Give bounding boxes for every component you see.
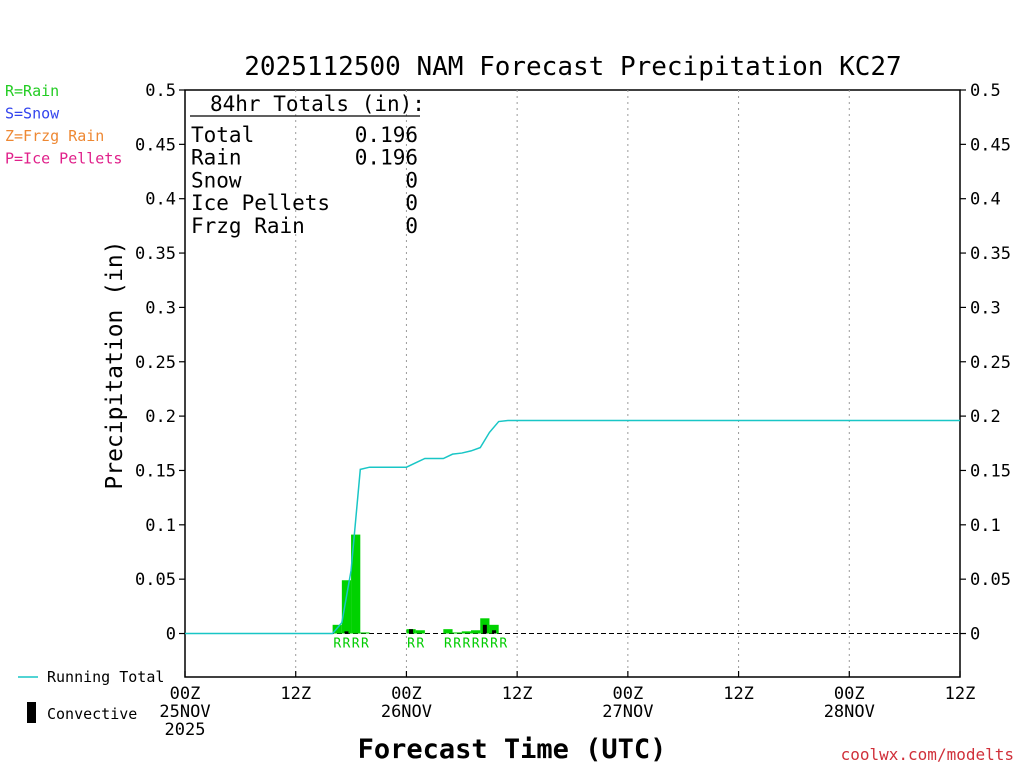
precip-bar — [461, 631, 472, 634]
x-tick-label: 12Z — [280, 684, 311, 704]
y-tick-label-left: 0.35 — [135, 244, 176, 264]
y-tick-label-left: 0.4 — [145, 190, 176, 210]
y-tick-label-right: 0.2 — [970, 407, 1001, 427]
convective-bar — [482, 624, 487, 634]
ptype-label: R — [416, 637, 424, 652]
x-tick-label: 2025 — [165, 720, 206, 740]
totals-row-value: 0 — [405, 214, 418, 238]
y-tick-label-left: 0.1 — [145, 516, 176, 536]
y-tick-label-right: 0.05 — [970, 570, 1011, 590]
totals-row-value: 0 — [405, 191, 418, 215]
totals-row-value: 0.196 — [355, 123, 418, 147]
ptype-label: R — [444, 637, 452, 652]
y-tick-label-right: 0 — [970, 625, 980, 645]
x-tick-label: 00Z — [834, 684, 865, 704]
bottom-legend: Running Total Convective — [18, 668, 164, 723]
ptype-label: R — [490, 637, 498, 652]
chart-title: 2025112500 NAM Forecast Precipitation KC… — [244, 52, 901, 82]
ptype-label: R — [499, 637, 507, 652]
precip-bar — [471, 630, 481, 634]
precip-bar — [341, 580, 352, 634]
x-tick-label: 00Z — [391, 684, 422, 704]
credit-text: coolwx.com/modelts — [841, 745, 1014, 764]
ptype-label: R — [462, 637, 470, 652]
x-tick-label: 12Z — [723, 684, 754, 704]
precip-bar — [360, 632, 370, 634]
y-tick-label-left: 0.05 — [135, 570, 176, 590]
y-tick-label-right: 0.4 — [970, 190, 1001, 210]
x-tick-label: 12Z — [502, 684, 533, 704]
y-tick-label-right: 0.3 — [970, 298, 1001, 318]
x-tick-label: 12Z — [945, 684, 976, 704]
x-axis-label: Forecast Time (UTC) — [358, 734, 667, 765]
precip-bar — [489, 624, 499, 634]
y-tick-label-right: 0.1 — [970, 516, 1001, 536]
ptype-label: R — [361, 637, 369, 652]
ptype-legend-item: P=Ice Pellets — [5, 150, 122, 168]
ptype-legend-item: Z=Frzg Rain — [5, 127, 104, 145]
y-tick-label-right: 0.45 — [970, 135, 1011, 155]
totals-row-label: Total — [191, 123, 254, 147]
x-tick-label: 26NOV — [381, 702, 432, 722]
x-tick-label: 27NOV — [602, 702, 653, 722]
ptype-label: R — [333, 637, 341, 652]
totals-row-label: Frzg Rain — [191, 214, 305, 238]
x-tick-label: 00Z — [612, 684, 643, 704]
totals-row-label: Ice Pellets — [191, 191, 330, 215]
convective-bar — [492, 630, 497, 634]
convective-bars — [344, 624, 497, 634]
running-total-legend-label: Running Total — [47, 668, 164, 686]
x-tick-label: 25NOV — [159, 702, 210, 722]
convective-bar — [344, 631, 349, 634]
y-tick-label-left: 0.2 — [145, 407, 176, 427]
y-tick-label-right: 0.15 — [970, 461, 1011, 481]
ptype-legend-item: R=Rain — [5, 82, 59, 100]
y-axis-label: Precipitation (in) — [102, 240, 128, 489]
y-tick-label-left: 0 — [166, 625, 176, 645]
precip-bar — [443, 629, 453, 634]
y-tick-label-left: 0.3 — [145, 298, 176, 318]
plot-frame — [184, 89, 961, 678]
precip-bars — [332, 534, 499, 634]
totals-heading: 84hr Totals (in): — [210, 92, 425, 116]
x-tick-label: 00Z — [170, 684, 201, 704]
totals-row-label: Snow — [191, 168, 242, 192]
totals-row-label: Rain — [191, 146, 242, 170]
y-tick-label-left: 0.15 — [135, 461, 176, 481]
ptype-label: R — [481, 637, 489, 652]
precip-bar — [415, 630, 425, 634]
convective-bar — [409, 629, 414, 634]
ptype-legend: R=Rain S=Snow Z=Frzg Rain P=Ice Pellets — [5, 82, 122, 168]
y-tick-label-right: 0.25 — [970, 353, 1011, 373]
precip-bar — [452, 632, 462, 634]
ptype-label: R — [407, 637, 415, 652]
precip-bar — [351, 534, 361, 634]
y-axis-ticks: 0 00.05 0.050.1 0.10.15 0.150.2 0.20.25 0.250.… — [135, 81, 1011, 645]
ptype-legend-item: S=Snow — [5, 105, 60, 123]
x-tick-label: 28NOV — [824, 702, 875, 722]
running-total-line — [185, 419, 960, 635]
totals-row-value: 0.196 — [355, 146, 418, 170]
convective-legend-label: Convective — [47, 705, 137, 723]
y-tick-label-right: 0.35 — [970, 244, 1011, 264]
convective-legend-swatch — [27, 702, 36, 723]
ptype-label: R — [453, 637, 461, 652]
totals-box: 84hr Totals (in): Total 0.196 Rain 0.196 Sno… — [190, 92, 425, 238]
vertical-grid — [295, 90, 850, 677]
ptype-label: R — [343, 637, 351, 652]
y-tick-label-right: 0.5 — [970, 81, 1001, 101]
y-tick-label-left: 0.45 — [135, 135, 176, 155]
y-tick-label-left: 0.25 — [135, 353, 176, 373]
totals-row-value: 0 — [405, 168, 418, 192]
ptype-label: R — [472, 637, 480, 652]
y-tick-label-left: 0.5 — [145, 81, 176, 101]
ptype-label: R — [352, 637, 360, 652]
